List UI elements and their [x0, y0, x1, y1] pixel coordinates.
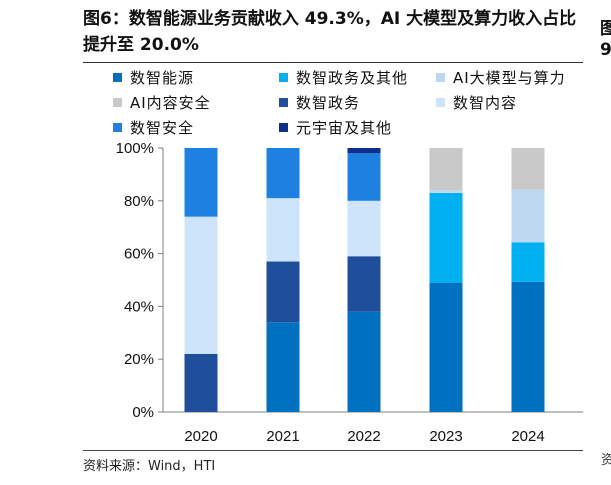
bar-segment	[511, 242, 545, 282]
bar-segment	[347, 148, 381, 154]
bar-segment	[429, 282, 463, 412]
legend-item: 数智政务及其他	[279, 67, 408, 87]
legend-label: 数智内容	[453, 93, 518, 112]
legend-item: 数智安全	[113, 117, 194, 137]
legend-label: 元宇宙及其他	[296, 118, 393, 137]
legend-label: 数智政务及其他	[296, 68, 409, 87]
y-tick-label: 80%	[124, 193, 154, 210]
next-source-fragment: 资	[601, 453, 611, 468]
legend-swatch	[279, 72, 288, 82]
bar-segment	[184, 148, 218, 217]
x-tick-label: 2023	[429, 428, 462, 445]
bar-segment	[429, 192, 463, 283]
legend-item: 元宇宙及其他	[279, 117, 392, 137]
bar-segment	[347, 153, 381, 201]
legend-item: 数智政务	[279, 92, 360, 112]
source-divider	[83, 450, 583, 451]
legend-label: 数智政务	[296, 93, 361, 112]
legend-label: AI内容安全	[130, 93, 211, 112]
source-note: 资料来源：Wind，HTI	[83, 459, 216, 474]
legend-swatch	[436, 72, 445, 82]
bar-segment	[266, 322, 300, 412]
bar-segment	[429, 148, 463, 191]
next-figure-fragment: 图	[600, 19, 611, 39]
y-tick-label: 40%	[124, 298, 154, 315]
legend-swatch	[113, 97, 122, 107]
bar-segment	[347, 200, 381, 257]
legend-swatch	[113, 122, 122, 132]
bar-segment	[347, 311, 381, 412]
bar-segment	[266, 198, 300, 262]
bar-segment	[511, 189, 545, 243]
legend-swatch	[279, 122, 288, 132]
bar-segment	[266, 148, 300, 199]
next-figure-fragment-2: 9	[600, 40, 611, 60]
y-tick-label: 0%	[132, 404, 154, 421]
bar-segment	[184, 353, 218, 412]
y-tick-label: 60%	[124, 246, 154, 263]
title-divider	[83, 62, 583, 63]
chart-title: 图6：数智能源业务贡献收入 49.3%，AI 大模型及算力收入占比提升至 20.…	[83, 9, 577, 55]
x-tick-label: 2021	[266, 428, 299, 445]
legend-swatch	[279, 97, 288, 107]
x-tick-label: 2024	[511, 428, 544, 445]
y-tick-label: 20%	[124, 351, 154, 368]
legend-item: AI内容安全	[113, 92, 211, 112]
legend-swatch	[113, 72, 122, 82]
bar-segment	[511, 148, 545, 190]
x-tick-label: 2022	[347, 428, 380, 445]
legend-item: 数智能源	[113, 67, 194, 87]
y-tick-label: 100%	[116, 140, 154, 157]
bar-segment	[347, 256, 381, 312]
legend-label: 数智安全	[130, 118, 195, 137]
legend-swatch	[436, 97, 445, 107]
bar-segment	[511, 281, 545, 412]
bar-segment	[429, 190, 463, 193]
x-tick-label: 2020	[184, 428, 217, 445]
bar-segment	[184, 216, 218, 354]
legend-label: 数智能源	[130, 68, 195, 87]
bar-segment	[266, 261, 300, 323]
legend-item: 数智内容	[436, 92, 517, 112]
legend-item: AI大模型与算力	[436, 67, 566, 87]
legend-label: AI大模型与算力	[453, 68, 566, 87]
